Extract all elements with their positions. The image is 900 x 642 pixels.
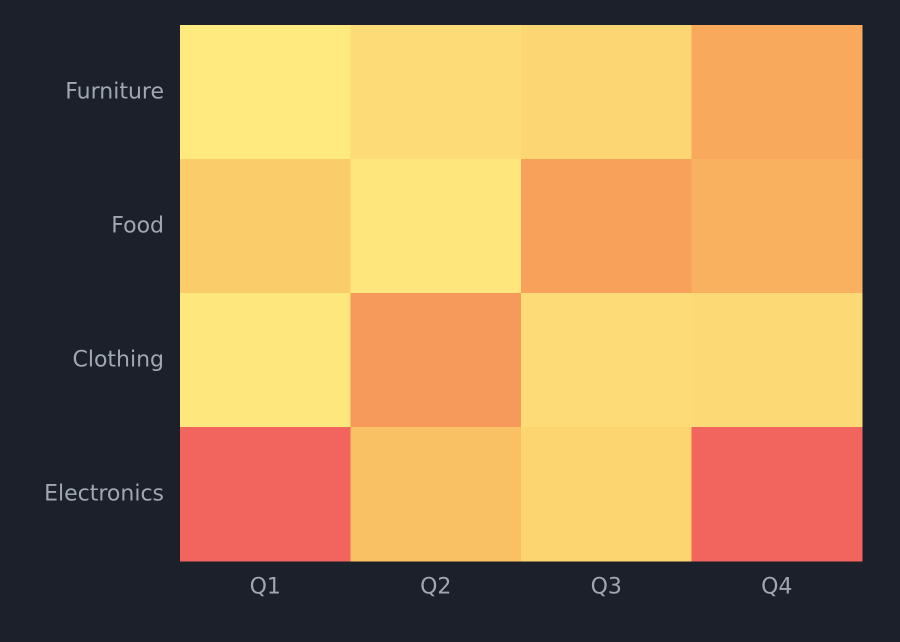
heatmap-cell-food-q3 (521, 159, 692, 294)
heatmap-cell-electronics-q1 (180, 427, 351, 562)
heatmap-cell-furniture-q2 (350, 25, 522, 160)
x-tick-label: Q3 (591, 575, 622, 600)
x-axis: Q1 Q2 Q3 Q4 (250, 575, 793, 600)
x-tick-label: Q1 (250, 575, 281, 600)
heatmap-cell-electronics-q2 (350, 427, 522, 562)
y-tick-label: Food (111, 214, 164, 239)
y-tick-label: Furniture (65, 80, 164, 105)
heatmap-cell-food-q4 (691, 159, 863, 294)
heatmap-cell-furniture-q3 (521, 25, 692, 160)
x-tick-label: Q4 (761, 575, 792, 600)
heatmap-cell-electronics-q3 (521, 427, 692, 562)
heatmap-cell-clothing-q1 (180, 293, 351, 428)
heatmap-cells (180, 25, 863, 562)
heatmap-cell-food-q2 (350, 159, 522, 294)
heatmap-cell-clothing-q2 (350, 293, 522, 428)
heatmap-cell-food-q1 (180, 159, 351, 294)
y-tick-label: Clothing (72, 348, 164, 373)
heatmap-cell-clothing-q4 (691, 293, 863, 428)
heatmap-cell-furniture-q1 (180, 25, 351, 160)
heatmap-cell-clothing-q3 (521, 293, 692, 428)
y-tick-label: Electronics (44, 482, 164, 507)
y-axis: Furniture Food Clothing Electronics (44, 80, 164, 507)
x-tick-label: Q2 (420, 575, 451, 600)
heatmap-cell-furniture-q4 (691, 25, 863, 160)
heatmap-cell-electronics-q4 (691, 427, 863, 562)
